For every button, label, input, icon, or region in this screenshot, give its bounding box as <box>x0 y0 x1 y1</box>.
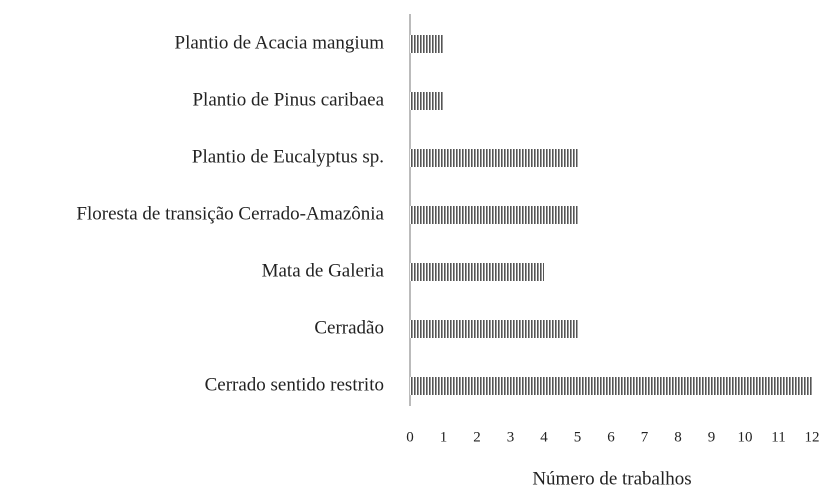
x-tick-label: 7 <box>641 429 649 445</box>
x-tick-label: 9 <box>708 429 716 445</box>
bar <box>410 320 578 338</box>
bar <box>410 92 444 110</box>
x-tick-label: 1 <box>440 429 448 445</box>
y-tick-label: Plantio de Acacia mangium <box>175 32 385 53</box>
bar <box>410 377 812 395</box>
x-tick-label: 10 <box>738 429 753 445</box>
bar <box>410 149 578 167</box>
y-tick-label: Plantio de Eucalyptus sp. <box>192 146 384 167</box>
y-tick-label: Plantio de Pinus caribaea <box>192 89 384 110</box>
y-tick-label: Cerradão <box>314 317 384 338</box>
bar <box>410 206 578 224</box>
y-tick-label: Floresta de transição Cerrado-Amazônia <box>76 203 384 224</box>
x-tick-label: 0 <box>406 429 414 445</box>
x-axis-title: Número de trabalhos <box>532 468 691 488</box>
x-tick-label: 3 <box>507 429 515 445</box>
x-tick-label: 5 <box>574 429 582 445</box>
x-tick-label: 2 <box>473 429 481 445</box>
bar <box>410 35 444 53</box>
bar <box>410 263 544 281</box>
x-tick-label: 4 <box>540 429 548 445</box>
y-tick-label: Mata de Galeria <box>262 260 385 281</box>
y-tick-label: Cerrado sentido restrito <box>205 374 384 395</box>
x-tick-label: 11 <box>771 429 785 445</box>
x-tick-label: 12 <box>805 429 820 445</box>
x-tick-label: 6 <box>607 429 615 445</box>
x-tick-label: 8 <box>674 429 682 445</box>
